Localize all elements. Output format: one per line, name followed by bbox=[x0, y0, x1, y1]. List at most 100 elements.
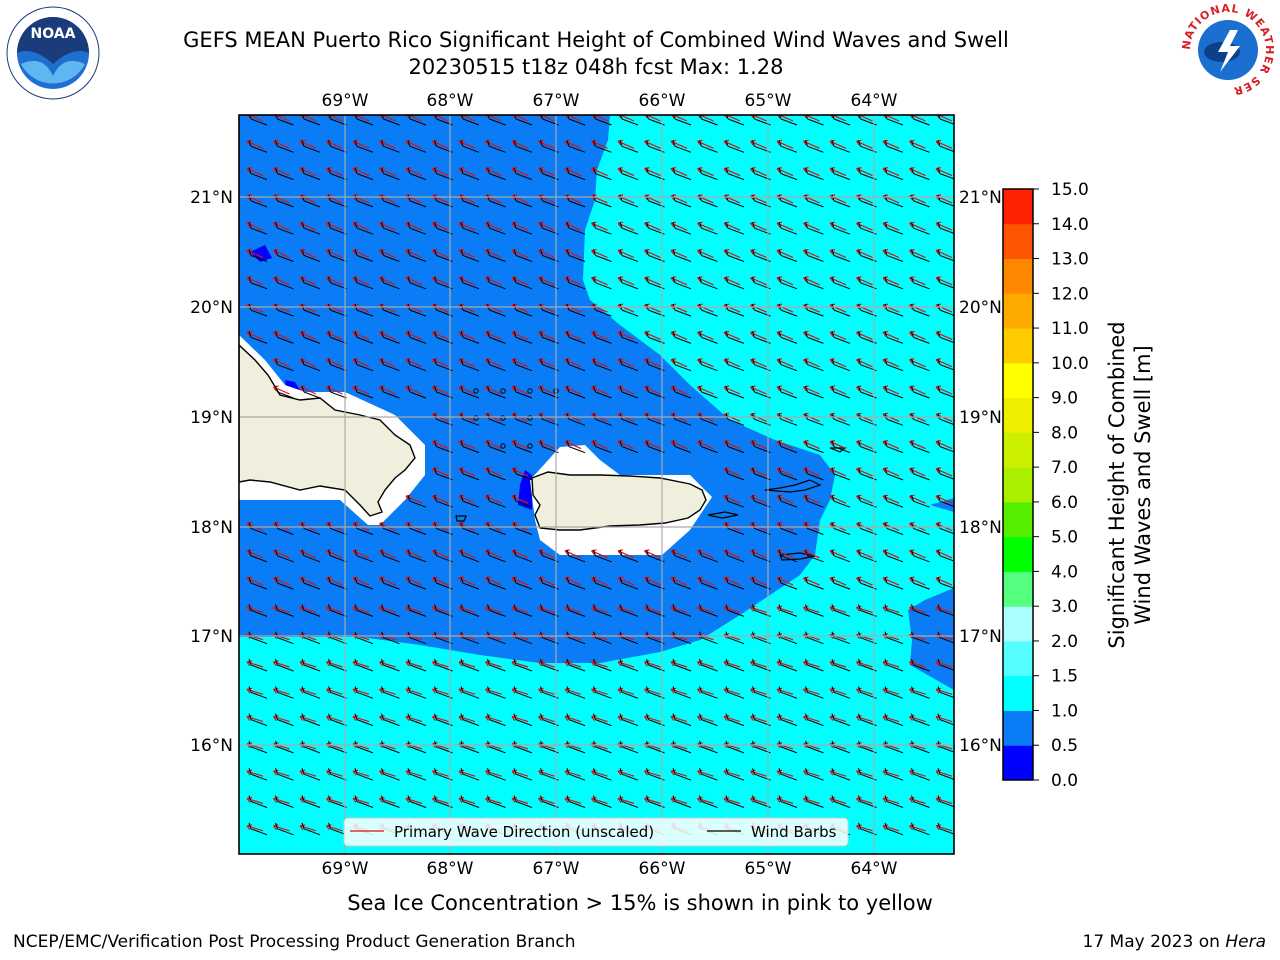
wind-barb bbox=[621, 555, 639, 563]
wind-barb bbox=[383, 336, 400, 344]
wind-barb-flag bbox=[725, 440, 729, 447]
colorbar-tick-label: 8.0 bbox=[1051, 423, 1078, 443]
wind-barb-flag bbox=[248, 331, 252, 338]
colorbar-tick-label: 0.5 bbox=[1051, 736, 1078, 756]
wave-direction-arrow bbox=[246, 661, 264, 668]
wind-barb bbox=[462, 528, 480, 535]
wind-barb-flag bbox=[540, 631, 543, 638]
wind-barb-flag bbox=[275, 358, 278, 365]
wind-barb-flag bbox=[619, 576, 623, 584]
wind-barb bbox=[913, 200, 930, 208]
wind-barb-flag bbox=[672, 331, 676, 338]
wind-barb-flag bbox=[487, 222, 490, 229]
wind-barb bbox=[595, 145, 612, 153]
wind-barb-flag bbox=[911, 713, 914, 720]
wave-direction-arrow bbox=[564, 797, 582, 805]
wind-barb bbox=[780, 418, 798, 426]
wind-barb-flag bbox=[540, 686, 543, 693]
wind-barb bbox=[515, 255, 533, 262]
wind-barb-flag bbox=[884, 413, 888, 420]
wind-barb bbox=[727, 145, 745, 153]
wave-direction-arrow bbox=[511, 797, 529, 805]
wind-barb bbox=[303, 227, 321, 235]
colorbar-tick-label: 9.0 bbox=[1051, 389, 1078, 409]
wind-barb-flag bbox=[460, 331, 464, 338]
wind-barb bbox=[780, 528, 798, 535]
wave-direction-arrow bbox=[750, 797, 767, 805]
wind-barb-flag bbox=[805, 194, 808, 202]
wind-barb-flag bbox=[778, 795, 782, 802]
wind-barb-flag bbox=[937, 713, 941, 720]
wind-barb-flag bbox=[566, 331, 570, 338]
wave-direction-arrow bbox=[299, 825, 317, 832]
wind-barb-flag bbox=[752, 658, 755, 666]
wind-barb-flag bbox=[937, 658, 941, 666]
wave-direction-arrow bbox=[511, 661, 529, 668]
wind-barb bbox=[568, 145, 586, 153]
wind-barb-flag bbox=[381, 686, 384, 693]
wave-arrow-head bbox=[565, 115, 569, 119]
colorbar-tick-label: 4.0 bbox=[1051, 562, 1078, 582]
wind-barb bbox=[515, 418, 533, 426]
wind-barb bbox=[489, 391, 506, 399]
wind-barb-flag bbox=[248, 822, 252, 829]
wind-barb-flag bbox=[513, 768, 517, 775]
wind-barb bbox=[674, 309, 692, 317]
wind-barb bbox=[807, 418, 824, 426]
wind-barb bbox=[462, 691, 480, 699]
wave-direction-arrow bbox=[750, 606, 767, 613]
wind-barb-flag bbox=[858, 822, 861, 829]
wind-barb bbox=[780, 173, 798, 181]
wind-barb-flag bbox=[301, 740, 305, 748]
wave-direction-arrow bbox=[856, 606, 873, 613]
wind-barb-flag bbox=[301, 194, 305, 202]
wind-barb-flag bbox=[884, 658, 888, 666]
wind-barb-flag bbox=[937, 385, 941, 393]
wind-barb-flag bbox=[778, 331, 782, 338]
wind-barb bbox=[621, 637, 639, 645]
wind-barb-flag bbox=[831, 467, 835, 475]
wind-barb bbox=[833, 500, 851, 508]
wind-barb-flag bbox=[407, 222, 411, 229]
colorbar-tick-label: 2.0 bbox=[1051, 632, 1078, 652]
wind-barb bbox=[701, 418, 718, 426]
wind-barb bbox=[727, 282, 745, 290]
wind-barb bbox=[489, 801, 506, 808]
wind-barb-flag bbox=[778, 686, 782, 693]
wind-barb bbox=[383, 637, 400, 645]
wind-barb bbox=[568, 719, 586, 727]
wind-barb-flag bbox=[620, 115, 623, 120]
wind-barb-flag bbox=[513, 413, 517, 420]
wave-direction-arrow bbox=[432, 688, 449, 695]
wind-barb bbox=[515, 227, 533, 235]
wind-barb-flag bbox=[619, 549, 623, 556]
wind-barb bbox=[886, 828, 904, 836]
wind-barb bbox=[727, 309, 745, 317]
wind-barb-flag bbox=[858, 768, 861, 775]
wind-barb bbox=[568, 282, 586, 290]
wind-barb-flag bbox=[248, 768, 252, 775]
wind-barb-flag bbox=[672, 549, 676, 556]
wind-barb-flag bbox=[858, 631, 861, 638]
wind-barb-flag bbox=[460, 713, 464, 720]
wind-barb bbox=[568, 773, 586, 781]
wind-barb bbox=[674, 364, 692, 372]
wind-barb-flag bbox=[778, 276, 782, 283]
wind-barb bbox=[383, 227, 400, 235]
wave-direction-arrow bbox=[538, 797, 555, 805]
wind-barb-flag bbox=[725, 331, 729, 338]
wind-barb-flag bbox=[725, 576, 729, 584]
wind-barb bbox=[807, 664, 824, 672]
wind-barb bbox=[674, 773, 692, 781]
wave-direction-arrow bbox=[352, 716, 370, 723]
wind-barb bbox=[462, 801, 480, 808]
wind-barb bbox=[807, 582, 824, 590]
wind-barb-flag bbox=[381, 658, 384, 666]
wave-direction-arrow bbox=[697, 688, 714, 695]
wind-barb-flag bbox=[328, 822, 331, 829]
wind-barb-flag bbox=[354, 549, 358, 556]
wind-barb bbox=[489, 446, 506, 454]
wind-barb-flag bbox=[593, 385, 596, 393]
wind-barb bbox=[701, 200, 718, 208]
wind-barb-flag bbox=[434, 686, 437, 693]
